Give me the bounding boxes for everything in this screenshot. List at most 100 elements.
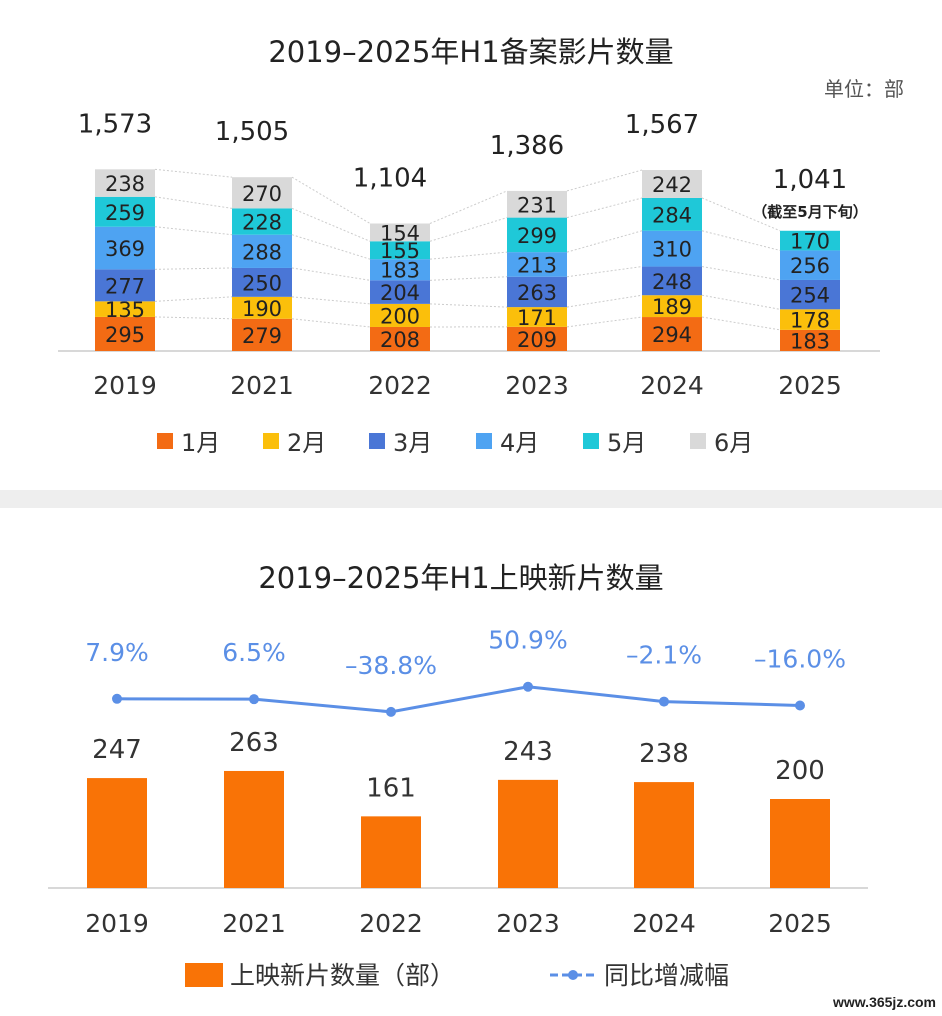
connector-line [154, 296, 233, 302]
segment-label: 263 [517, 281, 557, 305]
bar-segment [370, 223, 430, 242]
legend-swatch [476, 433, 492, 449]
bar-segment [642, 230, 702, 267]
connector-line [154, 267, 233, 270]
growth-label: –38.8% [345, 651, 437, 680]
connector-line [429, 190, 508, 224]
legend-label: 2月 [287, 429, 326, 457]
segment-label: 295 [105, 323, 145, 347]
growth-label: 50.9% [488, 626, 567, 655]
growth-point [249, 694, 259, 705]
connector-line [701, 294, 781, 310]
segment-label: 213 [517, 253, 557, 277]
connector-line [566, 266, 643, 278]
segment-label: 369 [105, 237, 145, 261]
legend-label: 1月 [181, 429, 220, 457]
segment-label: 288 [242, 240, 282, 264]
segment-label: 277 [105, 274, 145, 298]
bar-segment [232, 267, 292, 297]
bar-segment [232, 296, 292, 319]
bar-segment [370, 280, 430, 304]
total-label: 1,505 [215, 117, 289, 147]
connector-line [291, 207, 371, 242]
bar-segment [507, 252, 567, 277]
total-label: 1,567 [625, 110, 699, 140]
growth-label: 6.5% [222, 638, 286, 667]
total-label: 1,573 [78, 109, 152, 139]
x-tick-label: 2021 [230, 371, 294, 400]
connector-line [701, 316, 781, 331]
connector-line [154, 168, 233, 178]
bar-segment [95, 169, 155, 197]
bar-value-label: 243 [503, 737, 553, 767]
segment-label: 294 [652, 323, 692, 347]
bar [770, 799, 830, 888]
bar-value-label: 200 [775, 756, 825, 786]
connector-line [154, 226, 233, 236]
x-tick-label: 2023 [505, 371, 569, 400]
legend-swatch-bar [185, 963, 223, 987]
connector-line [566, 230, 643, 253]
x-tick-label: 2021 [222, 909, 286, 938]
bar-segment [507, 217, 567, 253]
total-label: 1,386 [490, 131, 564, 161]
total-label: 1,041 [773, 165, 847, 195]
x-tick-label: 2023 [496, 909, 560, 938]
connector-line [429, 251, 508, 260]
legend-label: 5月 [607, 429, 646, 457]
segment-label: 231 [517, 193, 557, 217]
bar-segment [507, 326, 567, 351]
legend-swatch-point [568, 970, 578, 980]
bar-segment [370, 259, 430, 281]
x-tick-label: 2024 [632, 909, 696, 938]
section-divider [0, 490, 942, 508]
growth-label: –2.1% [626, 641, 702, 670]
chart2-title: 2019–2025年H1上映新片数量 [258, 561, 663, 595]
segment-label: 189 [652, 295, 692, 319]
bar-segment [780, 250, 840, 280]
growth-point [112, 693, 122, 704]
bar-segment [95, 316, 155, 351]
segment-label: 279 [242, 324, 282, 348]
watermark-text: www.365jz.com [833, 994, 936, 1010]
segment-label: 256 [790, 254, 830, 278]
segment-label: 170 [790, 230, 830, 254]
segment-label: 310 [652, 238, 692, 262]
legend-label: 4月 [500, 429, 539, 457]
bar-segment [370, 326, 430, 351]
segment-label: 209 [517, 328, 557, 352]
legend-swatch [369, 433, 385, 449]
bar-segment [507, 190, 567, 218]
bar-segment [780, 230, 840, 251]
bar-segment [232, 208, 292, 235]
segment-label: 284 [652, 203, 692, 227]
segment-label: 228 [242, 211, 282, 235]
segment-label: 254 [790, 284, 830, 308]
bar-segment [642, 197, 702, 231]
bar-segment [95, 196, 155, 227]
growth-point [659, 696, 669, 707]
bar-segment [232, 177, 292, 209]
bar [87, 778, 147, 888]
segment-label: 208 [380, 328, 420, 352]
bar-segment [642, 317, 702, 351]
connector-line [701, 266, 781, 281]
segment-label: 190 [242, 297, 282, 321]
growth-label: –16.0% [754, 644, 846, 673]
legend-label: 6月 [714, 429, 753, 457]
bar-segment [95, 301, 155, 317]
bar [498, 779, 558, 888]
segment-label: 183 [790, 329, 830, 353]
bar-segment [370, 303, 430, 327]
segment-label: 242 [652, 173, 692, 197]
segment-label: 135 [105, 298, 145, 322]
chart1-unit-label: 单位：部 [824, 77, 904, 101]
growth-label: 7.9% [85, 638, 149, 667]
bar [224, 770, 284, 888]
segment-label: 200 [380, 304, 420, 328]
x-tick-label: 2019 [85, 909, 149, 938]
bar-segment [780, 279, 840, 310]
segment-label: 178 [790, 309, 830, 333]
connector-line [429, 276, 508, 281]
bar-segment [780, 329, 840, 351]
